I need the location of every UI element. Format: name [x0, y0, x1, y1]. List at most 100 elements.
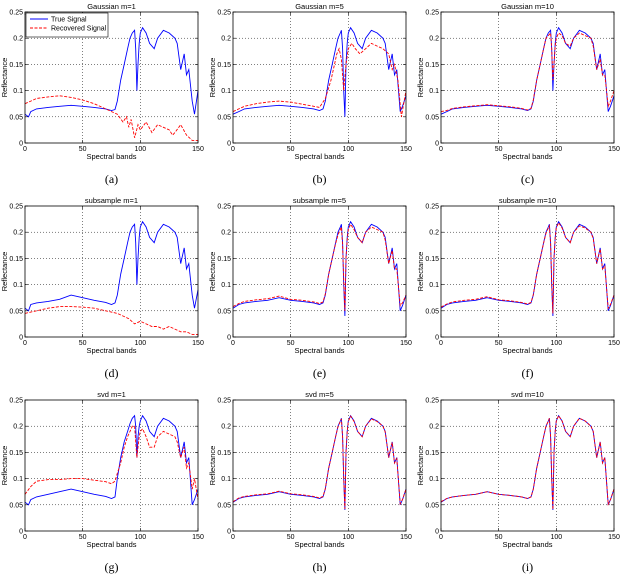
true-signal-line [440, 26, 615, 115]
y-tick-label: 0 [435, 335, 439, 342]
recovered-signal-line [440, 31, 615, 113]
x-axis-label: Spectral bands [502, 346, 552, 355]
y-tick-label: 0.15 [9, 450, 23, 457]
x-tick-label: 150 [608, 146, 620, 153]
y-tick-label: 0.25 [217, 10, 231, 17]
y-tick-label: 0.05 [217, 502, 231, 509]
chart-panel-b: 0 50 100 150 0 0.05 0.1 0.15 0.2 0.25 Gaussian m=5… [208, 2, 412, 186]
y-tick-label: 0.15 [9, 62, 23, 69]
y-tick-label: 0 [227, 529, 231, 536]
y-tick-label: 0.15 [425, 450, 439, 457]
y-axis-label: Reflectance [416, 58, 425, 98]
x-tick-label: 100 [134, 146, 146, 153]
y-tick-label: 0.05 [9, 308, 23, 315]
x-tick-label: 100 [550, 534, 562, 541]
recovered-signal-line [24, 306, 198, 335]
panel-caption: (c) [521, 172, 534, 186]
y-axis-label: Reflectance [416, 446, 425, 486]
y-tick-label: 0.05 [9, 114, 23, 121]
axes-box [232, 11, 407, 144]
x-tick-label: 150 [400, 340, 412, 347]
panel-title: subsample m=1 [85, 196, 138, 205]
y-tick-label: 0.2 [13, 230, 23, 237]
x-tick-label: 50 [79, 534, 87, 541]
true-signal-line [24, 26, 199, 118]
axes-box [440, 11, 615, 144]
y-tick-label: 0 [19, 141, 23, 148]
y-axis-label: Reflectance [0, 446, 9, 486]
y-tick-label: 0.1 [429, 282, 439, 289]
x-tick-label: 150 [192, 146, 204, 153]
y-tick-label: 0.1 [13, 282, 23, 289]
axes-box [24, 205, 199, 338]
x-tick-label: 50 [495, 146, 503, 153]
true-signal-line [24, 220, 199, 312]
panel-caption: (b) [313, 172, 327, 186]
y-tick-label: 0 [19, 335, 23, 342]
true-signal-line [232, 220, 407, 317]
y-tick-label: 0.05 [9, 502, 23, 509]
y-tick-label: 0.1 [13, 88, 23, 95]
y-tick-label: 0 [435, 529, 439, 536]
x-tick-label: 50 [287, 146, 295, 153]
x-axis-label: Spectral bands [86, 346, 136, 355]
y-tick-label: 0.1 [13, 476, 23, 483]
x-tick-label: 100 [550, 146, 562, 153]
y-axis-label: Reflectance [208, 446, 217, 486]
y-tick-label: 0.2 [429, 36, 439, 43]
y-tick-label: 0.25 [9, 398, 23, 405]
axes-box [440, 205, 615, 338]
panel-title: svd m=1 [97, 390, 126, 399]
recovered-signal-line [24, 95, 198, 141]
y-axis-label: Reflectance [0, 58, 9, 98]
true-signal-line [232, 414, 407, 511]
chart-panel-h: 0 50 100 150 0 0.05 0.1 0.15 0.2 0.25 svd m=5 Spect… [208, 390, 412, 574]
x-tick-label: 150 [192, 534, 204, 541]
panel-title: svd m=10 [511, 390, 544, 399]
x-tick-label: 0 [439, 340, 443, 347]
y-tick-label: 0.2 [429, 424, 439, 431]
x-tick-label: 50 [287, 534, 295, 541]
chart-panel-d: 0 50 100 150 0 0.05 0.1 0.15 0.2 0.25 subsample m=… [0, 196, 204, 380]
y-tick-label: 0.15 [425, 62, 439, 69]
x-tick-label: 50 [79, 340, 87, 347]
legend-label: Recovered Signal [51, 26, 107, 33]
y-axis-label: Reflectance [416, 252, 425, 292]
x-tick-label: 150 [608, 534, 620, 541]
x-tick-label: 0 [231, 146, 235, 153]
legend-box [25, 12, 109, 38]
chart-panel-i: 0 50 100 150 0 0.05 0.1 0.15 0.2 0.25 svd m=10 Spec… [416, 390, 620, 574]
x-axis-label: Spectral bands [86, 540, 136, 549]
x-tick-label: 150 [400, 146, 412, 153]
panel-title: Gaussian m=1 [87, 2, 136, 11]
y-tick-label: 0.1 [429, 476, 439, 483]
y-tick-label: 0.05 [425, 502, 439, 509]
recovered-signal-line [440, 221, 615, 314]
y-tick-label: 0 [19, 529, 23, 536]
true-signal-line [232, 26, 407, 117]
y-tick-label: 0 [435, 141, 439, 148]
panel-caption: (e) [313, 366, 326, 380]
x-tick-label: 0 [231, 534, 235, 541]
y-tick-label: 0.1 [221, 88, 231, 95]
y-tick-label: 0.15 [217, 450, 231, 457]
x-tick-label: 50 [287, 340, 295, 347]
x-tick-label: 0 [439, 534, 443, 541]
axes-box [24, 399, 199, 532]
panel-title: svd m=5 [305, 390, 334, 399]
recovered-signal-line [232, 42, 407, 117]
y-tick-label: 0.05 [217, 308, 231, 315]
x-axis-label: Spectral bands [502, 540, 552, 549]
y-tick-label: 0.25 [9, 10, 23, 17]
chart-panel-c: 0 50 100 150 0 0.05 0.1 0.15 0.2 0.25 Gaussian m=1… [416, 2, 620, 186]
true-signal-line [24, 414, 199, 506]
y-tick-label: 0.25 [217, 398, 231, 405]
chart-panel-e: 0 50 100 150 0 0.05 0.1 0.15 0.2 0.25 subsample m=… [208, 196, 412, 380]
x-tick-label: 100 [342, 340, 354, 347]
panel-caption: (g) [105, 560, 119, 574]
x-tick-label: 100 [342, 534, 354, 541]
recovered-signal-line [232, 415, 407, 510]
y-tick-label: 0.2 [13, 36, 23, 43]
y-tick-label: 0.2 [13, 424, 23, 431]
y-tick-label: 0.2 [221, 36, 231, 43]
